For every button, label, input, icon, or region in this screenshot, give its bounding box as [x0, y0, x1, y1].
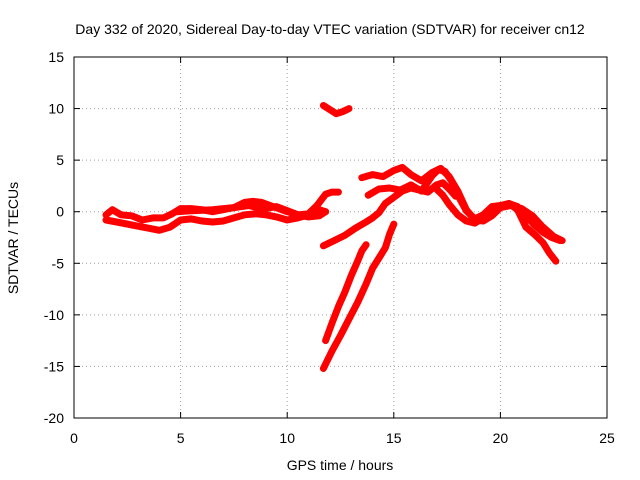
- x-tick-label: 20: [493, 430, 509, 446]
- y-tick-label: 15: [48, 49, 64, 65]
- x-tick-label: 15: [386, 430, 402, 446]
- series-arc-3: [172, 188, 342, 219]
- y-tick-label: -20: [44, 410, 64, 426]
- series-layer: [102, 102, 566, 372]
- y-tick-label: -5: [52, 255, 65, 271]
- y-tick-label: -10: [44, 307, 64, 323]
- series-arc-10: [432, 185, 564, 245]
- plot-frame: [73, 56, 608, 419]
- series-arc-7: [319, 220, 398, 372]
- series-arc-2: [102, 206, 330, 234]
- chart-title: Day 332 of 2020, Sidereal Day-to-day VTE…: [75, 21, 585, 37]
- series-arc-5: [319, 179, 460, 250]
- axis-ticks: 0 5 10 15 20 25 -20 -15 -10 -5 0 5 10 15: [44, 49, 615, 446]
- x-tick-label: 0: [70, 430, 78, 446]
- y-axis-label: SDTVAR / TECUs: [5, 182, 21, 294]
- y-tick-label: 5: [56, 152, 64, 168]
- x-tick-label: 10: [279, 430, 295, 446]
- grid: [74, 57, 607, 418]
- series-arc-6: [322, 241, 370, 345]
- y-tick-label: -15: [44, 358, 64, 374]
- series-arc-4: [319, 102, 353, 118]
- y-tick-label: 10: [48, 101, 64, 117]
- x-tick-label: 5: [177, 430, 185, 446]
- x-axis-label: GPS time / hours: [287, 457, 394, 473]
- y-tick-label: 0: [56, 204, 64, 220]
- series-arc-9: [364, 165, 560, 265]
- x-tick-label: 25: [599, 430, 615, 446]
